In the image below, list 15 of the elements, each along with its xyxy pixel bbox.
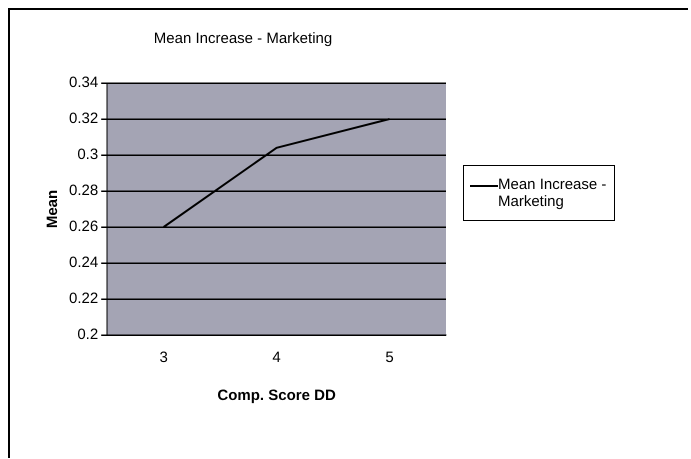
y-tick-label: 0.26	[68, 218, 98, 236]
y-tick-label: 0.32	[68, 110, 98, 128]
x-axis-title: Comp. Score DD	[217, 387, 336, 404]
chart-title: Mean Increase - Marketing	[154, 30, 332, 48]
y-axis-title: Mean	[44, 190, 62, 228]
y-tick-label: 0.2	[77, 326, 98, 344]
y-tick-label: 0.3	[77, 146, 98, 164]
legend-label: Mean Increase - Marketing	[498, 176, 608, 210]
x-tick-label: 5	[385, 349, 394, 366]
x-tick-label: 4	[272, 349, 281, 366]
y-tick-label: 0.22	[68, 290, 98, 308]
y-tick-label: 0.24	[68, 254, 98, 272]
x-tick-label: 3	[159, 349, 168, 366]
y-tick-label: 0.34	[68, 74, 98, 92]
y-tick-label: 0.28	[68, 182, 98, 200]
